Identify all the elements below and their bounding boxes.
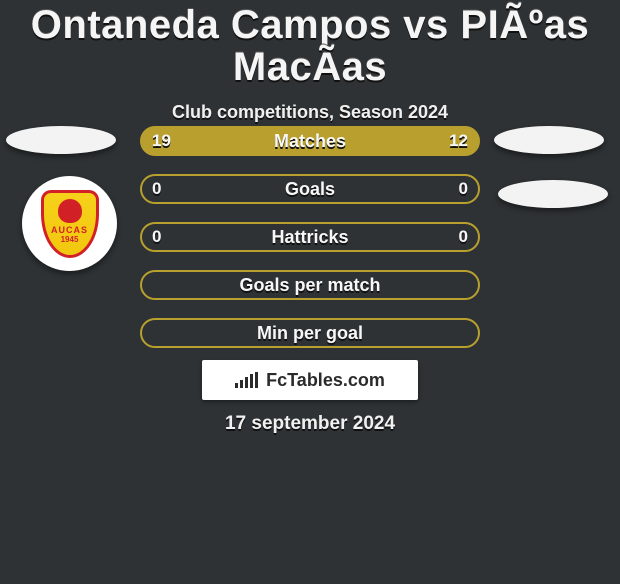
- stat-bar: Goals per match: [140, 270, 480, 300]
- club-shield-name: AUCAS: [51, 225, 88, 235]
- stat-bar: Min per goal: [140, 318, 480, 348]
- stat-bar-value-right: 0: [459, 227, 468, 247]
- stat-bar: Goals 0 0: [140, 174, 480, 204]
- player-left-oval: [6, 126, 116, 154]
- stat-bar: Matches 19 12: [140, 126, 480, 156]
- player-right-oval-2: [498, 180, 608, 208]
- brand-text: FcTables.com: [266, 370, 385, 391]
- stat-bar: Hattricks 0 0: [140, 222, 480, 252]
- club-badge: AUCAS 1945: [22, 176, 117, 271]
- player-right-oval: [494, 126, 604, 154]
- club-shield-face: [58, 199, 82, 223]
- stat-bar-label: Hattricks: [271, 227, 348, 248]
- season-subtitle: Club competitions, Season 2024: [0, 102, 620, 123]
- stat-bar-value-left: 0: [152, 179, 161, 199]
- snapshot-date: 17 september 2024: [225, 413, 395, 435]
- club-shield: AUCAS 1945: [41, 190, 99, 258]
- stat-bar-value-right: 0: [459, 179, 468, 199]
- brand-bars-icon: [235, 372, 258, 388]
- stat-bar-label: Matches: [274, 131, 346, 152]
- club-shield-year: 1945: [61, 235, 79, 244]
- h2h-title: Ontaneda Campos vs PIÃºas MacÃ­as: [0, 4, 620, 88]
- stat-bar-value-left: 19: [152, 131, 171, 151]
- stat-bar-label: Goals per match: [239, 275, 380, 296]
- stat-bar-label: Goals: [285, 179, 335, 200]
- stat-bar-label: Min per goal: [257, 323, 363, 344]
- brand-box[interactable]: FcTables.com: [202, 360, 418, 400]
- stat-bar-value-right: 12: [449, 131, 468, 151]
- stat-bars: Matches 19 12 Goals 0 0 Hattricks 0 0 Goals per m…: [140, 126, 480, 348]
- stat-bar-value-left: 0: [152, 227, 161, 247]
